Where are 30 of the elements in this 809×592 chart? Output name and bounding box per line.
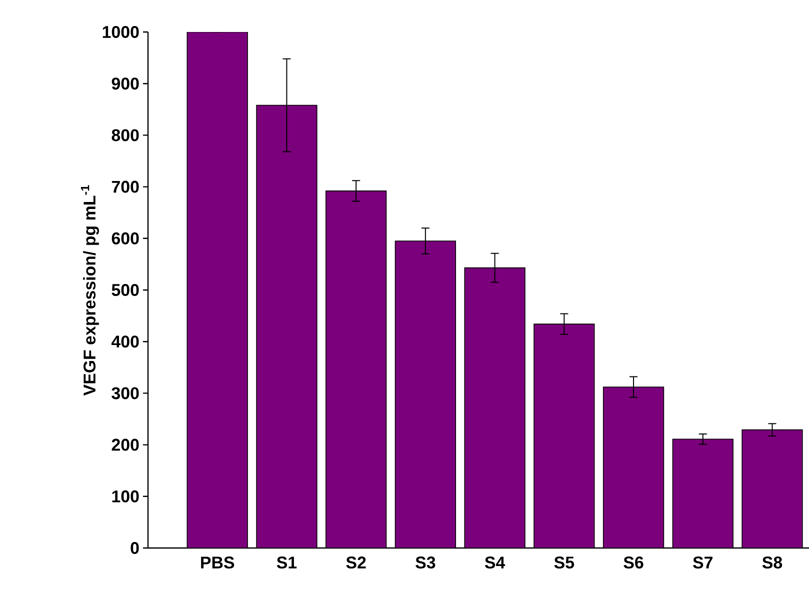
x-tick-label: S6 — [624, 556, 644, 569]
bar — [394, 240, 456, 548]
bar — [742, 429, 803, 548]
bar — [464, 267, 526, 548]
y-tick-label: 300 — [112, 387, 139, 400]
x-tick-label: S8 — [762, 556, 782, 569]
x-tick-label: S4 — [484, 556, 506, 569]
bar — [534, 324, 595, 548]
y-tick-label: 200 — [112, 438, 139, 451]
x-tick-label: S1 — [276, 556, 297, 569]
x-tick-label: S7 — [693, 556, 712, 569]
y-tick-label: 1000 — [102, 26, 139, 38]
bar — [256, 104, 318, 548]
bar — [672, 438, 734, 548]
x-tick-label: S3 — [416, 556, 436, 569]
y-tick-label: 400 — [111, 336, 139, 348]
y-tick-label: 0 — [130, 542, 139, 554]
y-tick-label: 700 — [112, 180, 139, 193]
x-tick-label: S2 — [346, 556, 366, 569]
y-tick-label: 600 — [112, 232, 139, 244]
x-tick-label: S5 — [554, 556, 574, 569]
y-tick-label: 800 — [112, 129, 139, 142]
y-tick-label: 500 — [112, 284, 139, 296]
y-tick-label: 100 — [112, 490, 139, 502]
y-axis-title: VEGF expression/ pg mL$^{-1}$ — [80, 185, 99, 396]
x-tick-label: PBS — [201, 556, 234, 569]
bar — [602, 386, 664, 548]
bar — [186, 32, 248, 548]
bar — [326, 190, 387, 548]
y-tick-label: 900 — [112, 78, 139, 90]
